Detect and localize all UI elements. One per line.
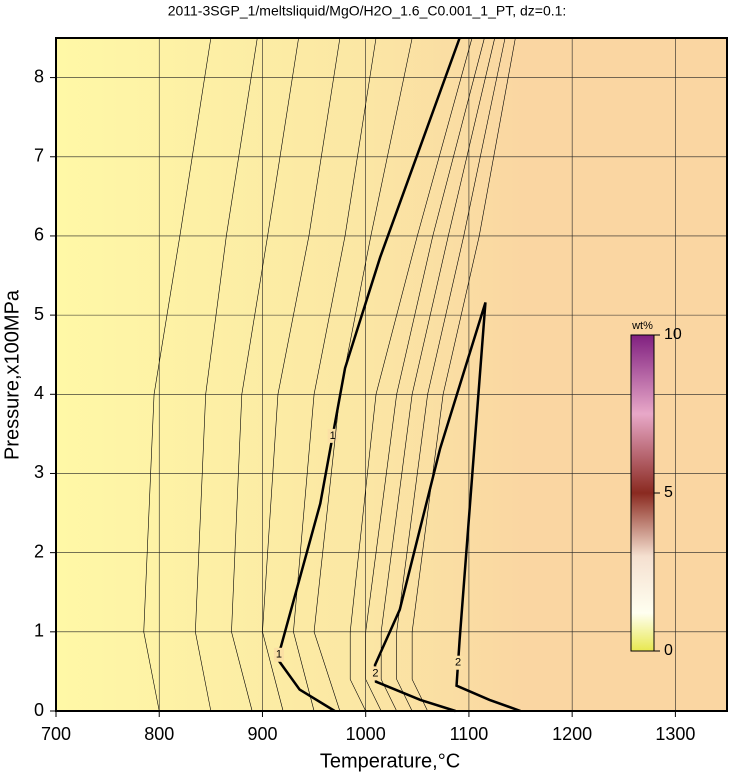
- x-tick-label: 1200: [552, 724, 592, 744]
- colorbar-tick-label: 10: [664, 326, 682, 343]
- contour-label-bg: [453, 655, 464, 670]
- plot-background: [56, 38, 727, 711]
- contour-label-bg: [327, 428, 338, 443]
- y-tick-label: 7: [34, 146, 44, 166]
- plot-frame: [55, 37, 728, 712]
- contour-line: [231, 37, 299, 712]
- x-tick-label: 1300: [655, 724, 695, 744]
- colorbar-tick-label: 5: [664, 484, 673, 501]
- y-tick-label: 6: [34, 225, 44, 245]
- x-tick-label: 900: [247, 724, 277, 744]
- contour-line: [313, 37, 413, 712]
- contour-line: [195, 37, 258, 712]
- x-tick-label: 800: [144, 724, 174, 744]
- contour-line: [276, 37, 461, 713]
- y-tick-label: 5: [34, 304, 44, 324]
- y-tick-label: 1: [34, 621, 44, 641]
- contour-line: [373, 302, 521, 713]
- colorbar: [630, 334, 655, 652]
- contour-label: 1: [330, 430, 336, 442]
- y-axis-label: Pressure,x100MPa: [1, 289, 23, 460]
- contour-label: 1: [276, 649, 282, 661]
- contour-line: [262, 37, 341, 712]
- y-tick-label: 8: [34, 66, 44, 86]
- colorbar-label: wt%: [631, 320, 653, 332]
- contour-line: [380, 37, 496, 712]
- chart-title: 2011-3SGP_1/meltsliquid/MgO/H2O_1.6_C0.0…: [168, 3, 567, 19]
- colorbar-tick-label: 0: [664, 642, 673, 659]
- contour-line: [143, 37, 212, 712]
- x-tick-label: 700: [41, 724, 71, 744]
- x-tick-label: 1100: [450, 724, 489, 744]
- y-tick-label: 0: [34, 700, 44, 720]
- contour-line: [293, 37, 377, 712]
- contour-label: 2: [372, 667, 378, 679]
- x-axis-label: Temperature,°C: [320, 750, 460, 772]
- contour-line: [396, 37, 506, 712]
- contour-line: [411, 37, 516, 712]
- x-tick-label: 1000: [346, 724, 386, 744]
- y-tick-label: 3: [34, 462, 44, 482]
- contour-line: [365, 37, 485, 712]
- contour-label: 2: [455, 657, 461, 669]
- contour-line: [349, 37, 473, 712]
- y-tick-label: 4: [34, 383, 44, 403]
- contour-label-bg: [370, 666, 381, 681]
- contour-label-bg: [273, 647, 284, 662]
- y-tick-label: 2: [34, 541, 44, 561]
